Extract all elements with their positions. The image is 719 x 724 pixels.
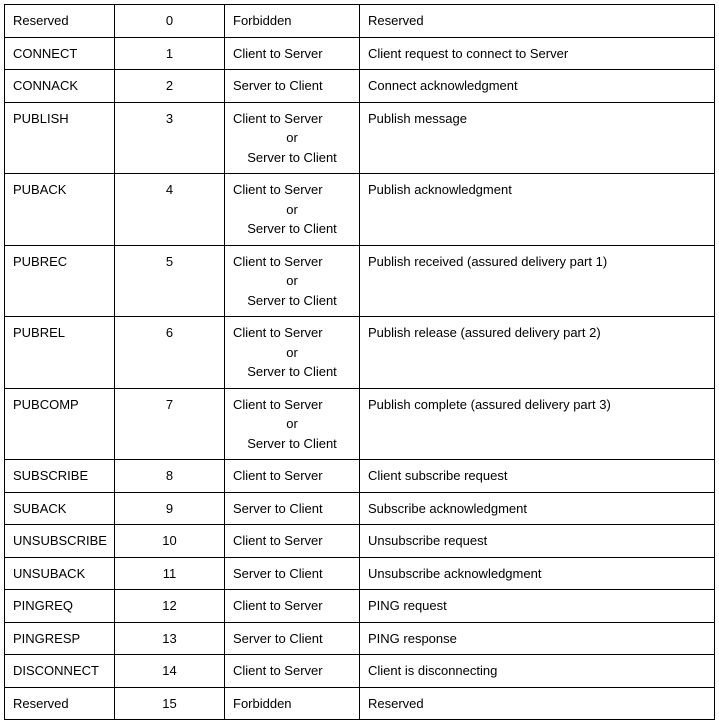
cell-value: 12 (115, 590, 225, 623)
direction-line: Client to Server (233, 180, 351, 200)
cell-direction: Server to Client (225, 622, 360, 655)
cell-description: Publish received (assured delivery part … (360, 245, 715, 317)
direction-line: Client to Server (233, 323, 351, 343)
table-row: UNSUBSCRIBE10Client to ServerUnsubscribe… (5, 525, 715, 558)
direction-line: or (233, 343, 351, 363)
packet-type-table: Reserved0ForbiddenReservedCONNECT1Client… (4, 4, 715, 720)
cell-description: Subscribe acknowledgment (360, 492, 715, 525)
cell-description: Client is disconnecting (360, 655, 715, 688)
cell-description: Client subscribe request (360, 460, 715, 493)
direction-line: or (233, 200, 351, 220)
cell-value: 10 (115, 525, 225, 558)
cell-name: PUBACK (5, 174, 115, 246)
table-row: SUBSCRIBE8Client to ServerClient subscri… (5, 460, 715, 493)
table-row: DISCONNECT14Client to ServerClient is di… (5, 655, 715, 688)
cell-name: SUBSCRIBE (5, 460, 115, 493)
table-row: PUBREL6Client to ServerorServer to Clien… (5, 317, 715, 389)
cell-direction: Server to Client (225, 492, 360, 525)
cell-direction: Client to Server (225, 655, 360, 688)
direction-line: Server to Client (233, 362, 351, 382)
cell-name: PUBCOMP (5, 388, 115, 460)
cell-name: PINGRESP (5, 622, 115, 655)
table-row: Reserved15ForbiddenReserved (5, 687, 715, 720)
cell-direction: Client to ServerorServer to Client (225, 102, 360, 174)
cell-description: Client request to connect to Server (360, 37, 715, 70)
table-row: PUBCOMP7Client to ServerorServer to Clie… (5, 388, 715, 460)
cell-description: Publish acknowledgment (360, 174, 715, 246)
table-row: PUBREC5Client to ServerorServer to Clien… (5, 245, 715, 317)
cell-name: Reserved (5, 5, 115, 38)
cell-value: 7 (115, 388, 225, 460)
cell-direction: Server to Client (225, 70, 360, 103)
cell-direction: Server to Client (225, 557, 360, 590)
cell-name: PINGREQ (5, 590, 115, 623)
cell-name: CONNECT (5, 37, 115, 70)
cell-direction: Forbidden (225, 5, 360, 38)
cell-value: 0 (115, 5, 225, 38)
cell-description: Unsubscribe acknowledgment (360, 557, 715, 590)
table-row: Reserved0ForbiddenReserved (5, 5, 715, 38)
cell-value: 5 (115, 245, 225, 317)
cell-value: 8 (115, 460, 225, 493)
cell-direction: Client to ServerorServer to Client (225, 317, 360, 389)
cell-name: PUBLISH (5, 102, 115, 174)
cell-direction: Client to Server (225, 37, 360, 70)
cell-value: 3 (115, 102, 225, 174)
cell-value: 1 (115, 37, 225, 70)
cell-name: DISCONNECT (5, 655, 115, 688)
cell-direction: Client to Server (225, 590, 360, 623)
cell-description: Publish complete (assured delivery part … (360, 388, 715, 460)
cell-description: PING response (360, 622, 715, 655)
cell-value: 2 (115, 70, 225, 103)
direction-line: or (233, 128, 351, 148)
cell-description: Reserved (360, 687, 715, 720)
cell-direction: Client to ServerorServer to Client (225, 245, 360, 317)
cell-name: CONNACK (5, 70, 115, 103)
cell-name: PUBREL (5, 317, 115, 389)
cell-name: PUBREC (5, 245, 115, 317)
table-row: CONNACK2Server to ClientConnect acknowle… (5, 70, 715, 103)
cell-direction: Forbidden (225, 687, 360, 720)
table-row: CONNECT1Client to ServerClient request t… (5, 37, 715, 70)
cell-description: Unsubscribe request (360, 525, 715, 558)
cell-description: PING request (360, 590, 715, 623)
cell-description: Publish message (360, 102, 715, 174)
cell-description: Connect acknowledgment (360, 70, 715, 103)
table-row: PUBLISH3Client to ServerorServer to Clie… (5, 102, 715, 174)
direction-line: or (233, 414, 351, 434)
cell-direction: Client to ServerorServer to Client (225, 174, 360, 246)
cell-name: Reserved (5, 687, 115, 720)
direction-line: or (233, 271, 351, 291)
direction-line: Client to Server (233, 395, 351, 415)
cell-value: 14 (115, 655, 225, 688)
table-row: PINGREQ12Client to ServerPING request (5, 590, 715, 623)
cell-value: 11 (115, 557, 225, 590)
cell-direction: Client to Server (225, 525, 360, 558)
cell-value: 13 (115, 622, 225, 655)
cell-value: 15 (115, 687, 225, 720)
direction-line: Server to Client (233, 291, 351, 311)
cell-value: 6 (115, 317, 225, 389)
table-row: UNSUBACK11Server to ClientUnsubscribe ac… (5, 557, 715, 590)
cell-description: Reserved (360, 5, 715, 38)
table-row: PINGRESP13Server to ClientPING response (5, 622, 715, 655)
cell-name: SUBACK (5, 492, 115, 525)
table-row: SUBACK9Server to ClientSubscribe acknowl… (5, 492, 715, 525)
cell-name: UNSUBSCRIBE (5, 525, 115, 558)
cell-direction: Client to ServerorServer to Client (225, 388, 360, 460)
cell-value: 9 (115, 492, 225, 525)
direction-line: Client to Server (233, 109, 351, 129)
direction-line: Server to Client (233, 219, 351, 239)
cell-value: 4 (115, 174, 225, 246)
table-row: PUBACK4Client to ServerorServer to Clien… (5, 174, 715, 246)
direction-line: Server to Client (233, 434, 351, 454)
direction-line: Server to Client (233, 148, 351, 168)
cell-name: UNSUBACK (5, 557, 115, 590)
cell-description: Publish release (assured delivery part 2… (360, 317, 715, 389)
direction-line: Client to Server (233, 252, 351, 272)
cell-direction: Client to Server (225, 460, 360, 493)
